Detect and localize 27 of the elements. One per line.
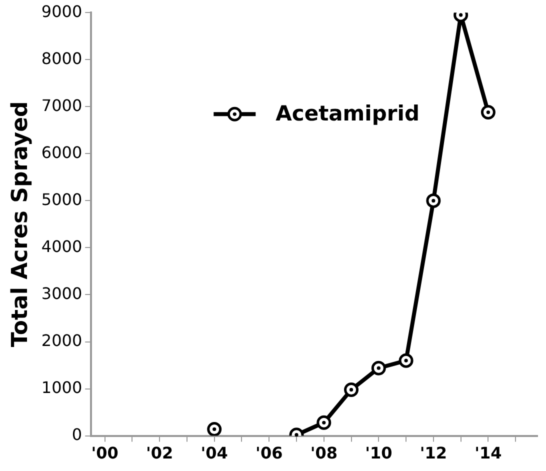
y-tick-label: 5000 [41,190,82,209]
y-axis-title: Total Acres Sprayed [8,101,33,348]
y-tick-label: 0 [72,424,82,444]
point [344,382,359,397]
y-tick-label: 1000 [41,378,82,397]
x-tick-label: '06 [256,444,283,463]
x-tick-label: '02 [146,444,174,463]
point [426,193,441,208]
x-tick-label: '14 [474,444,502,463]
point [398,353,414,368]
point [371,360,386,376]
y-tick-label: 8000 [41,48,82,68]
y-tick-label: 9000 [41,2,82,21]
y-tick-label: 7000 [41,96,82,115]
x-tick-label: '00 [91,444,118,463]
y-tick-label: 3000 [41,284,82,303]
point [316,415,332,430]
y-tick-label: 4000 [41,236,82,256]
x-tick-label: '10 [365,444,392,463]
point [480,105,496,120]
x-tick-label: '12 [420,444,448,463]
x-tick-label: '08 [310,444,338,463]
legend-label: Acetamiprid [276,102,420,126]
y-tick-label: 6000 [41,142,82,162]
x-tick-label: '04 [200,444,228,463]
y-tick-label: 2000 [41,330,82,350]
point [207,422,222,436]
